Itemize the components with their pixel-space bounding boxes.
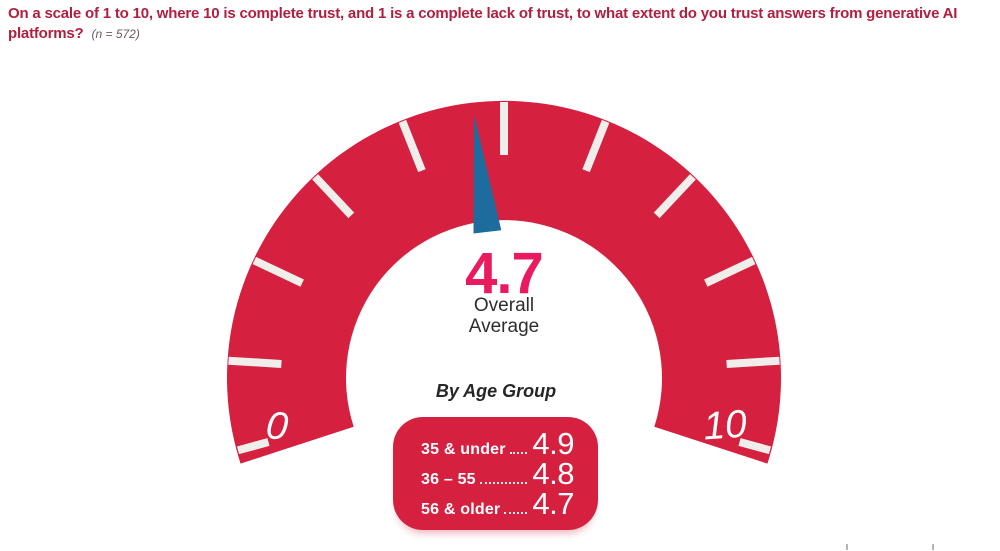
question-text: On a scale of 1 to 10, where 10 is compl… — [8, 5, 958, 43]
overall-caption-line2: Average — [468, 316, 540, 337]
question-title: On a scale of 1 to 10, where 10 is compl… — [8, 4, 966, 45]
age-group-panel: 35 & under 4.9 36 – 55 4.8 56 & older 4.… — [393, 417, 598, 530]
age-row-label: 56 & older — [421, 501, 501, 518]
dotted-leader — [509, 452, 528, 454]
gauge-arc — [227, 100, 782, 464]
age-row-36-55: 36 – 55 4.8 — [421, 456, 574, 491]
gauge-tick-6 — [582, 119, 610, 173]
gauge-tick-9 — [726, 356, 780, 368]
dotted-leader — [479, 482, 528, 484]
age-row-label: 36 – 55 — [421, 471, 476, 488]
crop-artifact-mark — [846, 544, 848, 550]
gauge-tick-7 — [653, 174, 696, 219]
age-row-value: 4.8 — [532, 456, 574, 491]
gauge-tick-2 — [252, 256, 304, 287]
sample-size-note: (n = 572) — [91, 27, 140, 42]
gauge-needle — [473, 114, 502, 234]
gauge-min-label: 0 — [263, 403, 291, 450]
gauge-tick-0 — [236, 438, 270, 455]
age-row-value: 4.7 — [532, 486, 574, 521]
overall-average-caption: Overall Average — [404, 294, 604, 336]
gauge-tick-8 — [704, 256, 756, 287]
gauge-tick-3 — [312, 174, 355, 219]
age-row-label: 35 & under — [421, 441, 506, 458]
overall-average-value: 4.7 — [465, 241, 544, 306]
gauge-tick-1 — [228, 356, 282, 368]
age-group-heading: By Age Group — [435, 381, 557, 401]
gauge-tick-4 — [398, 119, 426, 173]
crop-artifact-mark — [932, 544, 934, 550]
age-row-56-older: 56 & older 4.7 — [421, 486, 574, 521]
overall-caption-line1: Overall — [473, 295, 535, 316]
gauge-ticks — [228, 102, 780, 455]
age-row-value: 4.9 — [532, 426, 574, 461]
dotted-leader — [504, 512, 528, 514]
gauge-max-label: 10 — [701, 402, 749, 449]
gauge-tick-10 — [738, 438, 772, 455]
age-row-35-under: 35 & under 4.9 — [421, 426, 574, 461]
